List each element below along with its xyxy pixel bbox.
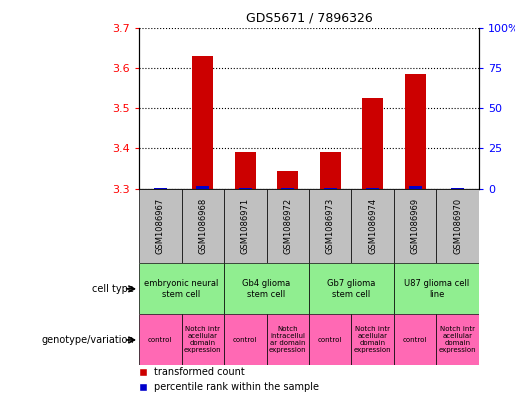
Bar [352,314,394,365]
Bar [409,186,422,189]
Text: GSM1086971: GSM1086971 [241,198,250,254]
Bar [139,189,182,263]
Legend: transformed count, percentile rank within the sample: transformed count, percentile rank withi… [139,367,319,392]
Bar [309,263,394,314]
Bar [366,188,379,189]
Bar [324,188,337,189]
Bar [267,314,309,365]
Bar [154,188,167,189]
Bar [362,98,383,189]
Text: Gb4 glioma
stem cell: Gb4 glioma stem cell [243,279,290,299]
Text: genotype/variation: genotype/variation [41,335,134,345]
Bar [182,314,224,365]
Bar [394,189,437,263]
Text: embryonic neural
stem cell: embryonic neural stem cell [144,279,219,299]
Text: Gb7 glioma
stem cell: Gb7 glioma stem cell [328,279,375,299]
Bar [281,188,294,189]
Bar [394,314,437,365]
Text: Notch intr
acellular
domain
expression: Notch intr acellular domain expression [184,327,221,353]
Bar [139,314,182,365]
Title: GDS5671 / 7896326: GDS5671 / 7896326 [246,12,372,25]
Bar [235,152,256,189]
Text: GSM1086970: GSM1086970 [453,198,462,254]
Text: GSM1086968: GSM1086968 [198,198,207,254]
Bar [451,188,464,189]
Bar [224,263,309,314]
Bar [239,188,252,189]
Bar [394,263,479,314]
Text: GSM1086974: GSM1086974 [368,198,377,254]
Bar [196,186,209,189]
Text: cell type: cell type [92,284,134,294]
Bar [405,74,426,189]
Text: GSM1086973: GSM1086973 [326,198,335,254]
Bar [352,189,394,263]
Bar [277,171,298,189]
Bar [320,152,341,189]
Bar [192,56,213,189]
Bar [437,189,479,263]
Text: Notch intr
acellular
domain
expression: Notch intr acellular domain expression [354,327,391,353]
Text: Notch intr
acellular
domain
expression: Notch intr acellular domain expression [439,327,476,353]
Bar [437,314,479,365]
Text: GSM1086969: GSM1086969 [411,198,420,254]
Bar [267,189,309,263]
Bar [224,189,267,263]
Text: control: control [233,337,258,343]
Text: U87 glioma cell
line: U87 glioma cell line [404,279,469,299]
Text: control: control [318,337,342,343]
Text: control: control [148,337,173,343]
Text: Notch
intracellul
ar domain
expression: Notch intracellul ar domain expression [269,327,306,353]
Text: GSM1086972: GSM1086972 [283,198,292,254]
Text: GSM1086967: GSM1086967 [156,198,165,254]
Bar [309,314,351,365]
Bar [182,189,224,263]
Bar [309,189,351,263]
Bar [139,263,224,314]
Bar [224,314,267,365]
Text: control: control [403,337,427,343]
